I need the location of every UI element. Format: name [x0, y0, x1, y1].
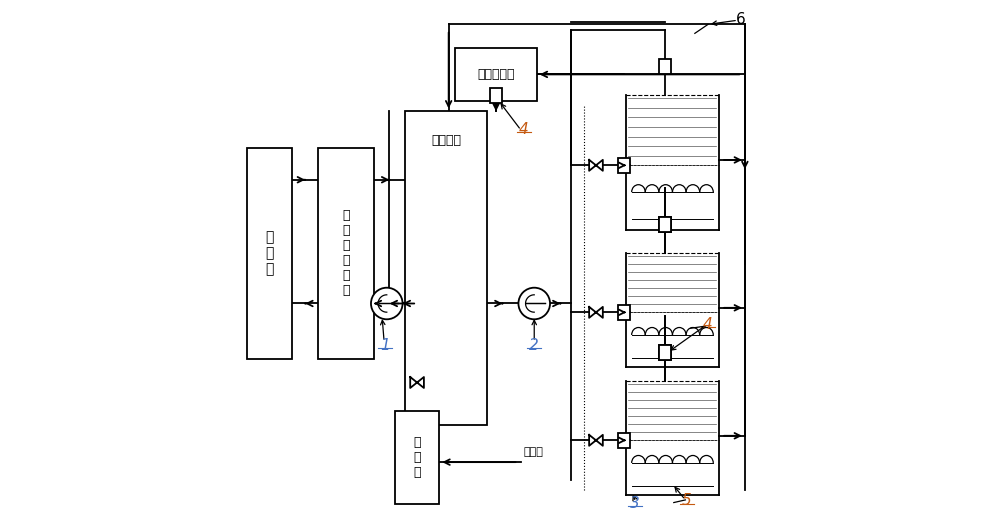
Bar: [618, 158, 630, 173]
Text: 保温水箱: 保温水箱: [431, 134, 461, 147]
Text: 空
压
机: 空 压 机: [265, 230, 274, 277]
Bar: [318, 148, 374, 359]
Text: 进水口: 进水口: [524, 447, 544, 457]
Bar: [659, 59, 671, 74]
Bar: [405, 111, 487, 425]
Bar: [618, 433, 630, 448]
Text: 5: 5: [682, 494, 692, 508]
Text: 2: 2: [529, 338, 539, 353]
Circle shape: [371, 288, 403, 319]
Bar: [659, 217, 671, 232]
Bar: [659, 345, 671, 360]
Bar: [618, 305, 630, 320]
Text: 4: 4: [519, 122, 529, 137]
Text: 1: 1: [380, 338, 390, 353]
Text: 补
水
箱: 补 水 箱: [413, 436, 421, 479]
Bar: [490, 88, 502, 103]
Text: 4: 4: [703, 317, 713, 332]
Text: 3: 3: [630, 496, 640, 511]
Bar: [659, 345, 671, 360]
Text: 温度调节器: 温度调节器: [477, 68, 515, 81]
Circle shape: [518, 288, 550, 319]
Bar: [659, 217, 671, 232]
Bar: [395, 411, 439, 504]
Text: 6: 6: [736, 12, 746, 26]
Bar: [247, 148, 292, 359]
Bar: [455, 48, 537, 101]
Text: 油
水
热
交
换
器: 油 水 热 交 换 器: [342, 210, 350, 297]
